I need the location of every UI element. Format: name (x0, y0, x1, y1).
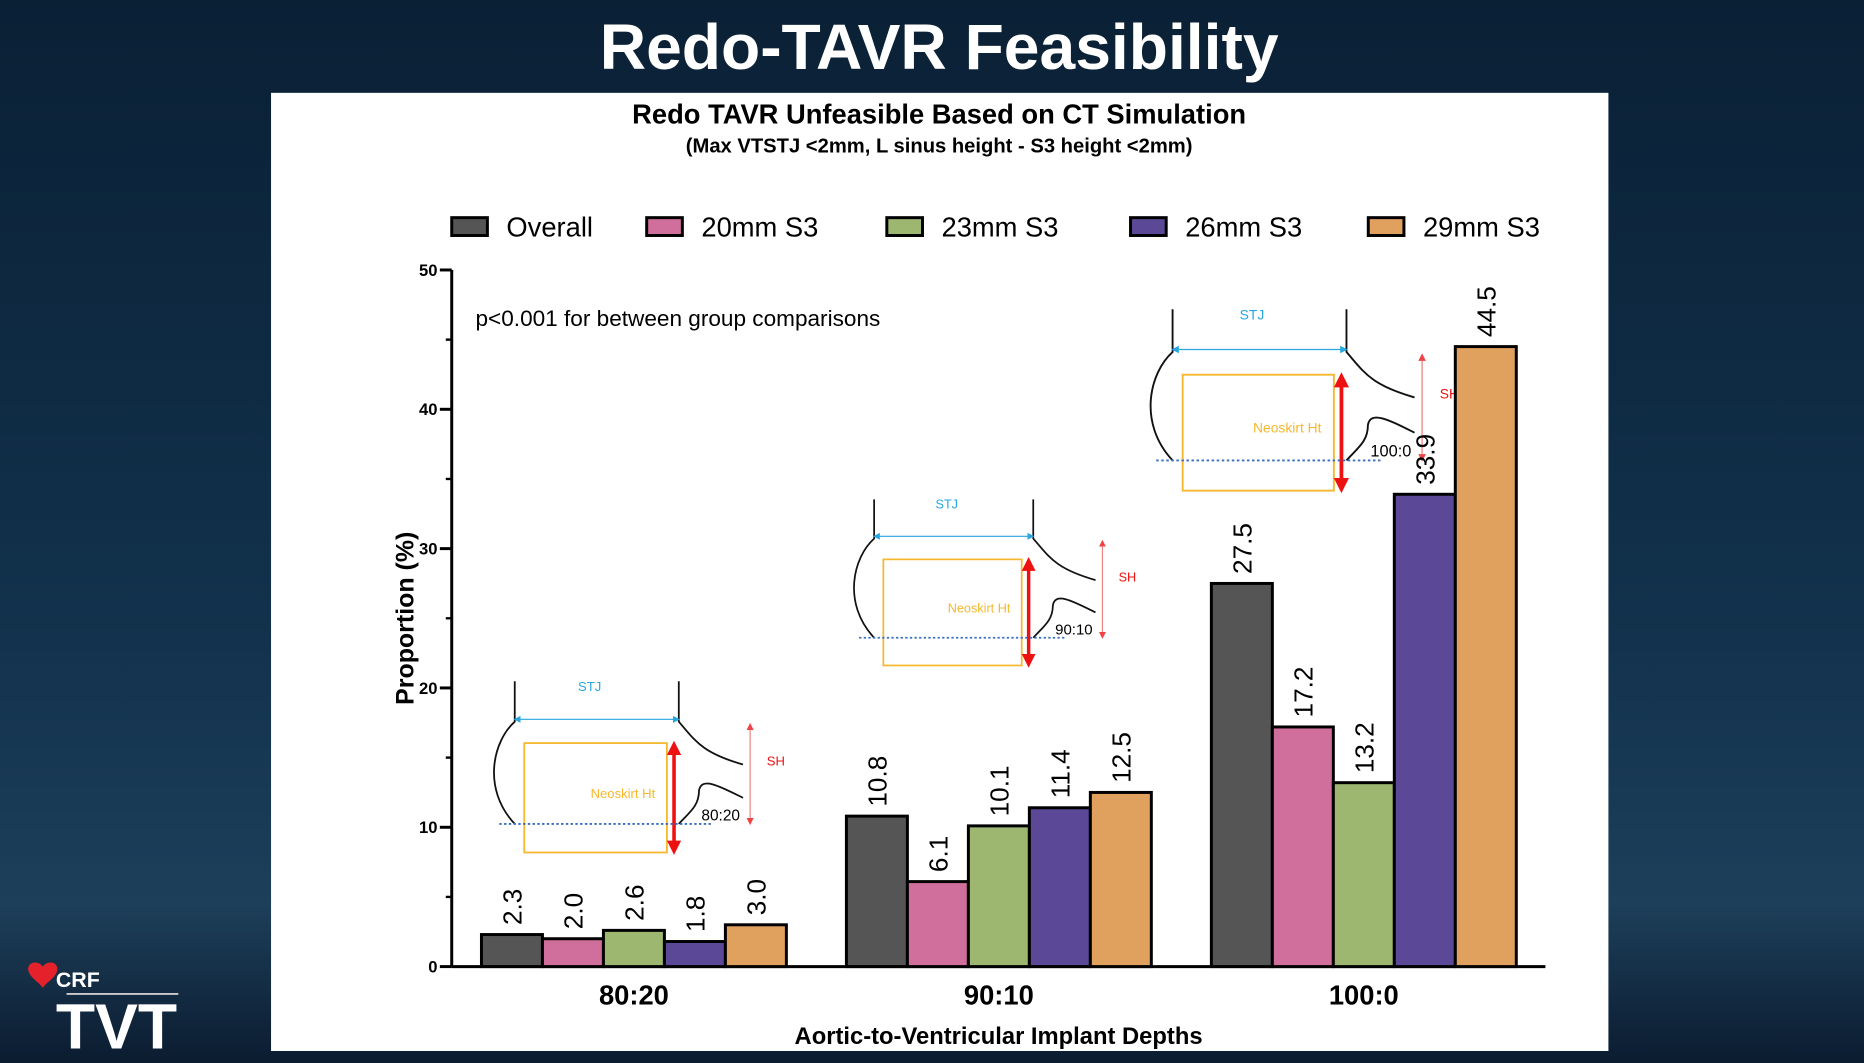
data-label: 6.1 (923, 836, 953, 872)
legend: Overall 20mm S3 23mm S3 26mm S3 29mm S3 (450, 212, 1540, 243)
data-label: 10.8 (862, 756, 892, 807)
stj-label: STJ (935, 498, 958, 512)
bar (540, 937, 605, 969)
valve-diagram-inset: STJ Neoskirt Ht SH 80:20 (494, 679, 785, 853)
bar (479, 933, 544, 969)
neoskirt-label: Neoskirt Ht (591, 786, 656, 801)
depth-label: 80:20 (701, 807, 740, 824)
y-tick-label: 40 (419, 400, 438, 419)
chart-title: Redo TAVR Unfeasible Based on CT Simulat… (632, 99, 1246, 130)
logo-brand: CRF (56, 968, 100, 992)
bar (966, 824, 1031, 969)
neoskirt-label: Neoskirt Ht (948, 601, 1011, 615)
sh-label: SH (767, 754, 785, 769)
data-label: 3.0 (741, 879, 771, 915)
legend-label: 26mm S3 (1185, 212, 1302, 243)
y-axis-label: Proportion (%) (392, 532, 420, 705)
y-tick-label: 30 (419, 540, 438, 559)
data-label: 2.6 (619, 885, 649, 921)
bar (601, 928, 666, 969)
bar (1392, 492, 1457, 969)
data-label: 2.0 (558, 893, 588, 929)
legend-swatch (1366, 216, 1406, 237)
logo-name: TVT (56, 991, 177, 1063)
logo: CRF TVT (28, 962, 179, 1063)
legend-swatch (1129, 216, 1168, 237)
data-label: 33.9 (1410, 434, 1440, 485)
x-tick-label: 80:20 (599, 980, 669, 1011)
sh-label: SH (1119, 570, 1137, 584)
legend-swatch (885, 216, 924, 237)
bar (1088, 790, 1153, 969)
bar (1209, 581, 1274, 969)
depth-label: 100:0 (1370, 443, 1411, 461)
legend-swatch (645, 216, 684, 237)
bar (1453, 345, 1518, 969)
data-label: 44.5 (1471, 286, 1501, 337)
stj-label: STJ (578, 679, 601, 694)
chart: Redo TAVR Unfeasible Based on CT Simulat… (392, 99, 1546, 1050)
annotation: p<0.001 for between group comparisons (476, 306, 881, 331)
legend-swatch (450, 216, 489, 237)
data-label: 17.2 (1288, 667, 1318, 718)
x-axis-label: Aortic-to-Ventricular Implant Depths (795, 1023, 1203, 1050)
y-tick-label: 20 (419, 679, 438, 698)
bar (723, 923, 788, 969)
bar (844, 814, 909, 969)
depth-label: 90:10 (1055, 621, 1093, 638)
data-label: 13.2 (1349, 722, 1379, 773)
data-label: 27.5 (1227, 523, 1257, 574)
x-tick-label: 90:10 (964, 980, 1034, 1011)
data-label: 11.4 (1045, 749, 1075, 798)
legend-label: Overall (506, 212, 593, 243)
bar (905, 880, 970, 969)
legend-label: 23mm S3 (942, 212, 1059, 243)
neoskirt-label: Neoskirt Ht (1253, 420, 1322, 436)
y-tick-label: 50 (419, 261, 438, 280)
stj-label: STJ (1240, 306, 1265, 322)
data-label: 10.1 (984, 765, 1014, 816)
bar (1331, 781, 1396, 969)
x-tick-label: 100:0 (1329, 980, 1399, 1011)
legend-label: 20mm S3 (701, 212, 818, 243)
y-tick-label: 0 (428, 958, 437, 977)
heart-icon (28, 962, 58, 988)
data-label: 2.3 (497, 889, 527, 925)
legend-label: 29mm S3 (1423, 212, 1540, 243)
slide-title: Redo-TAVR Feasibility (600, 11, 1279, 83)
bar (1027, 806, 1092, 969)
valve-diagram-inset: STJ Neoskirt Ht SH 90:10 (854, 498, 1136, 666)
bar (662, 940, 727, 969)
y-tick-label: 10 (419, 818, 438, 837)
data-label: 1.8 (680, 896, 710, 932)
data-label: 12.5 (1106, 732, 1136, 783)
chart-subtitle: (Max VTSTJ <2mm, L sinus height - S3 hei… (686, 135, 1193, 157)
bar (1270, 725, 1335, 969)
